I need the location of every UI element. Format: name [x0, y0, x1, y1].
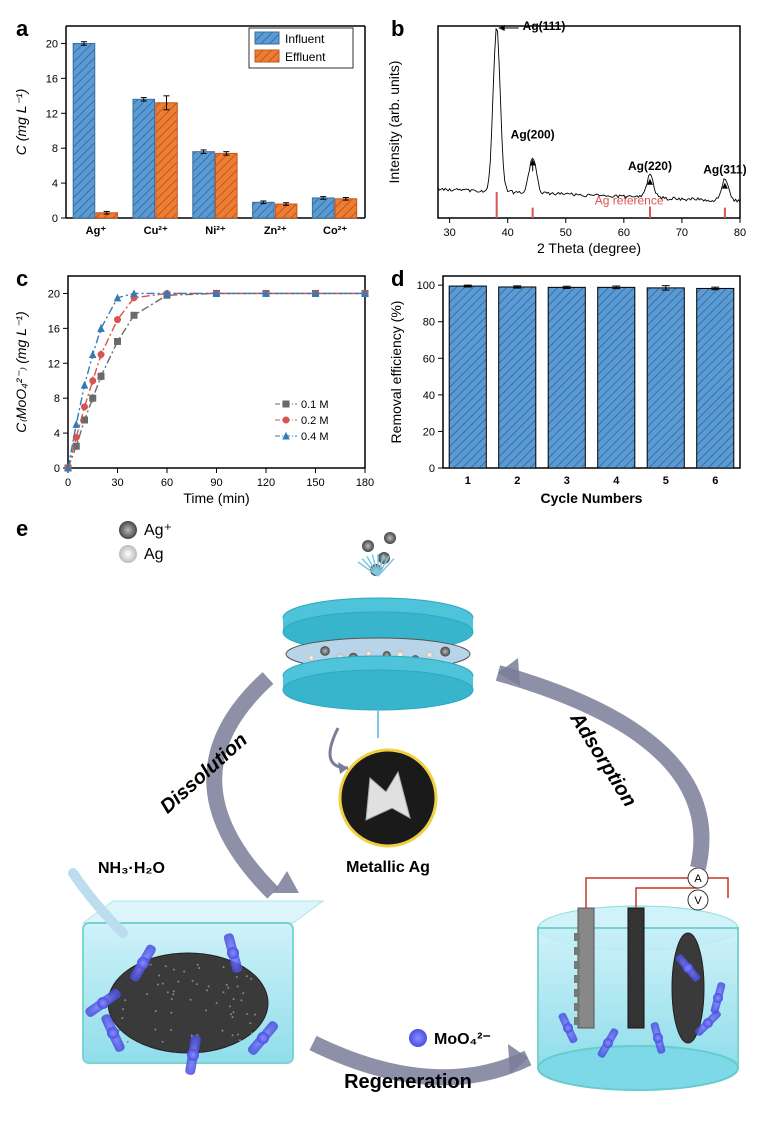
svg-text:Removal efficiency (%): Removal efficiency (%): [388, 301, 404, 444]
svg-text:2 Theta (degree): 2 Theta (degree): [537, 240, 641, 256]
label-e: e: [16, 516, 28, 542]
svg-text:6: 6: [712, 475, 718, 487]
svg-text:4: 4: [52, 178, 58, 190]
label-a: a: [16, 16, 28, 42]
svg-text:8: 8: [52, 143, 58, 155]
svg-text:Ag⁺: Ag⁺: [144, 522, 172, 539]
svg-text:16: 16: [48, 323, 60, 335]
svg-text:Ag(111): Ag(111): [523, 19, 566, 33]
panel-d: d 0 20 40 60 80 100 Removal efficiency (%) Cycl…: [383, 258, 750, 508]
svg-text:3: 3: [564, 475, 570, 487]
svg-text:0.4 M: 0.4 M: [301, 431, 329, 443]
label-b: b: [391, 16, 404, 42]
svg-text:1: 1: [465, 475, 471, 487]
svg-text:Regeneration: Regeneration: [344, 1071, 472, 1093]
panel-b: b 30 40 50 60 70 80 2 Theta (degree) Intensity …: [383, 8, 750, 258]
panel-e: e Ag⁺AgMetallic AgNH₃·H₂OAVDissolutionAd…: [8, 508, 751, 1098]
svg-text:0.1 M: 0.1 M: [301, 399, 329, 411]
svg-text:5: 5: [663, 475, 669, 487]
svg-text:MoO₄²⁻: MoO₄²⁻: [434, 1031, 491, 1048]
svg-text:0: 0: [52, 213, 58, 225]
svg-text:C (mg L⁻¹): C (mg L⁻¹): [13, 89, 29, 156]
svg-text:0: 0: [65, 477, 71, 489]
svg-text:Cu²⁺: Cu²⁺: [144, 225, 168, 237]
svg-text:80: 80: [423, 317, 435, 329]
svg-text:40: 40: [423, 390, 435, 402]
svg-text:100: 100: [417, 280, 435, 292]
svg-text:90: 90: [210, 477, 222, 489]
label-c: c: [16, 266, 28, 292]
svg-text:Dissolution: Dissolution: [156, 729, 252, 818]
svg-text:Ag: Ag: [144, 546, 164, 563]
svg-text:Time (min): Time (min): [183, 490, 249, 506]
svg-text:Influent: Influent: [285, 32, 325, 46]
svg-text:2: 2: [514, 475, 520, 487]
panel-c: c 0 30 60 90 120 150 180 0 4 8 12 16 20 Time (min) C₍M…: [8, 258, 375, 508]
svg-text:A: A: [694, 873, 702, 885]
svg-text:Ag(311): Ag(311): [703, 163, 746, 177]
svg-text:60: 60: [618, 227, 630, 239]
figure-container: a 048121620C (mg L⁻¹)Ag⁺Cu²⁺Ni²⁺Zn²⁺Co²⁺…: [0, 0, 759, 1106]
svg-text:20: 20: [48, 288, 60, 300]
svg-text:8: 8: [54, 393, 60, 405]
svg-text:70: 70: [676, 227, 688, 239]
svg-text:0: 0: [54, 463, 60, 475]
svg-text:16: 16: [46, 73, 58, 85]
svg-text:Effluent: Effluent: [285, 50, 326, 64]
svg-text:Cycle Numbers: Cycle Numbers: [541, 490, 643, 506]
svg-text:12: 12: [46, 108, 58, 120]
label-d: d: [391, 266, 404, 292]
svg-text:NH₃·H₂O: NH₃·H₂O: [98, 860, 165, 877]
svg-text:Ag(200): Ag(200): [511, 128, 555, 142]
svg-text:150: 150: [306, 477, 324, 489]
svg-text:60: 60: [161, 477, 173, 489]
svg-text:V: V: [694, 895, 702, 907]
svg-text:30: 30: [443, 227, 455, 239]
svg-text:0.2 M: 0.2 M: [301, 415, 329, 427]
svg-text:30: 30: [111, 477, 123, 489]
svg-text:4: 4: [613, 475, 620, 487]
svg-text:Ni²⁺: Ni²⁺: [205, 225, 226, 237]
svg-text:Intensity (arb. units): Intensity (arb. units): [386, 61, 402, 184]
panel-a: a 0 4 8 12 16 20 C (mg L⁻¹) Ag⁺ Cu²⁺ Ni²⁺ Zn²⁺ Co²⁺…: [8, 8, 375, 258]
svg-text:Ag(220): Ag(220): [628, 159, 672, 173]
svg-text:Zn²⁺: Zn²⁺: [264, 225, 287, 237]
svg-text:80: 80: [734, 227, 746, 239]
svg-text:Metallic Ag: Metallic Ag: [346, 859, 430, 876]
svg-text:50: 50: [560, 227, 572, 239]
svg-text:Ag⁺: Ag⁺: [86, 225, 107, 237]
svg-text:20: 20: [46, 38, 58, 50]
svg-text:0: 0: [429, 463, 435, 475]
svg-text:180: 180: [356, 477, 374, 489]
svg-text:4: 4: [54, 428, 60, 440]
svg-text:60: 60: [423, 353, 435, 365]
svg-text:C₍MoO₄²⁻₎ (mg L⁻¹): C₍MoO₄²⁻₎ (mg L⁻¹): [13, 311, 29, 432]
svg-text:12: 12: [48, 358, 60, 370]
svg-text:120: 120: [257, 477, 275, 489]
svg-text:Co²⁺: Co²⁺: [323, 225, 347, 237]
svg-text:40: 40: [502, 227, 514, 239]
svg-text:20: 20: [423, 426, 435, 438]
